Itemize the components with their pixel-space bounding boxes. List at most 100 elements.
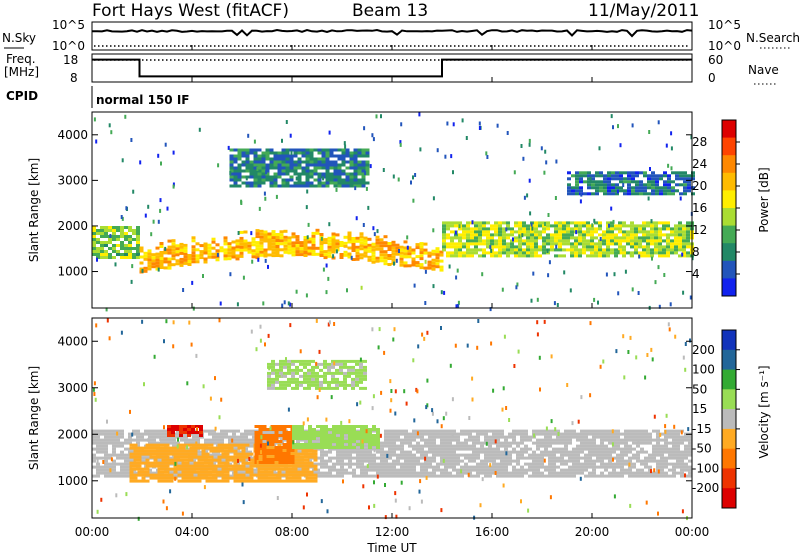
data-cell [552, 465, 556, 469]
data-cell [120, 450, 124, 454]
data-cell [245, 467, 250, 471]
data-cell [100, 441, 104, 445]
data-cell [584, 468, 588, 472]
data-cell [247, 244, 252, 248]
data-cell [296, 428, 300, 431]
data-cell [615, 177, 619, 181]
data-cell [92, 244, 96, 247]
data-cell [100, 444, 104, 448]
data-cell [191, 254, 196, 258]
data-cell [352, 474, 356, 478]
data-cell [482, 221, 486, 225]
data-cell [183, 243, 188, 247]
data-cell [620, 432, 624, 436]
data-cell [112, 232, 116, 235]
data-cell [444, 456, 448, 460]
data-cell [309, 172, 314, 176]
data-cell [468, 474, 472, 478]
data-cell [396, 459, 400, 463]
data-cell [173, 467, 178, 471]
data-cell [278, 458, 283, 461]
data-cell [172, 441, 176, 445]
data-cell [309, 476, 314, 480]
data-cell [277, 473, 282, 477]
data-cell [468, 435, 472, 439]
data-cell [626, 233, 630, 237]
data-cell [333, 172, 338, 176]
data-cell [331, 244, 336, 248]
data-cell [462, 227, 466, 231]
data-cell [600, 444, 604, 448]
speckle-cell [172, 150, 175, 155]
data-cell [612, 429, 616, 433]
colorbar-segment [722, 172, 736, 191]
data-cell [187, 431, 191, 434]
data-cell [248, 432, 252, 436]
data-cell [516, 471, 520, 475]
data-cell [647, 183, 651, 187]
data-cell [183, 425, 187, 428]
data-cell [239, 248, 244, 252]
data-cell [308, 443, 312, 446]
data-cell [404, 438, 408, 442]
data-cell [308, 428, 312, 431]
data-cell [566, 239, 570, 243]
data-cell [622, 245, 626, 249]
data-cell [671, 180, 675, 184]
data-cell [152, 441, 156, 445]
data-cell [181, 443, 186, 447]
data-cell [245, 476, 250, 480]
data-cell [305, 461, 310, 465]
data-cell [293, 464, 298, 468]
data-cell [458, 251, 462, 255]
data-cell [245, 163, 250, 167]
data-cell [411, 257, 416, 261]
data-cell [253, 175, 258, 179]
data-cell [348, 434, 352, 437]
data-cell [684, 465, 688, 469]
data-cell [116, 253, 120, 256]
data-cell [233, 172, 238, 176]
data-cell [576, 432, 580, 436]
data-cell [448, 465, 452, 469]
data-cell [524, 435, 528, 439]
data-cell [384, 429, 388, 433]
data-cell [279, 368, 283, 372]
data-cell [622, 224, 626, 228]
speckle-cell [555, 244, 558, 249]
data-cell [383, 244, 388, 248]
data-cell [508, 471, 512, 475]
data-cell [474, 236, 478, 240]
data-cell [570, 245, 574, 249]
data-cell [536, 429, 540, 433]
data-cell [508, 462, 512, 466]
data-cell [239, 230, 244, 234]
data-cell [324, 434, 328, 437]
data-cell [566, 221, 570, 225]
data-cell [470, 248, 474, 252]
data-cell [470, 233, 474, 237]
speckle-cell [610, 206, 613, 211]
data-cell [181, 470, 186, 474]
data-cell [500, 441, 504, 445]
data-cell [220, 441, 224, 445]
speckle-cell [528, 138, 531, 143]
data-cell [458, 221, 462, 225]
data-cell [245, 181, 250, 185]
speckle-cell [651, 256, 653, 261]
data-cell [454, 242, 458, 246]
data-cell [419, 242, 424, 246]
data-cell [510, 230, 514, 234]
data-cell [458, 233, 462, 237]
data-cell [237, 184, 242, 188]
data-cell [321, 184, 326, 188]
data-cell [257, 175, 262, 179]
data-cell [674, 224, 678, 228]
data-cell [608, 465, 612, 469]
data-cell [203, 245, 208, 249]
data-cell [404, 435, 408, 439]
data-cell [502, 233, 506, 237]
data-cell [388, 474, 392, 478]
data-cell [247, 241, 252, 245]
data-cell [305, 467, 310, 471]
